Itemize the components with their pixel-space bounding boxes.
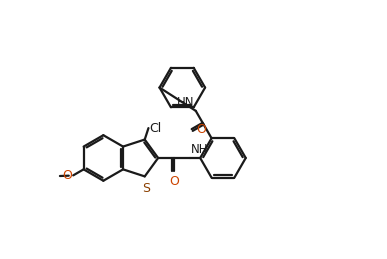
- Text: S: S: [142, 182, 150, 195]
- Text: O: O: [169, 175, 179, 188]
- Text: NH: NH: [191, 143, 209, 156]
- Text: Cl: Cl: [150, 122, 162, 135]
- Text: O: O: [197, 123, 206, 136]
- Text: O: O: [62, 169, 72, 182]
- Text: HN: HN: [177, 96, 195, 109]
